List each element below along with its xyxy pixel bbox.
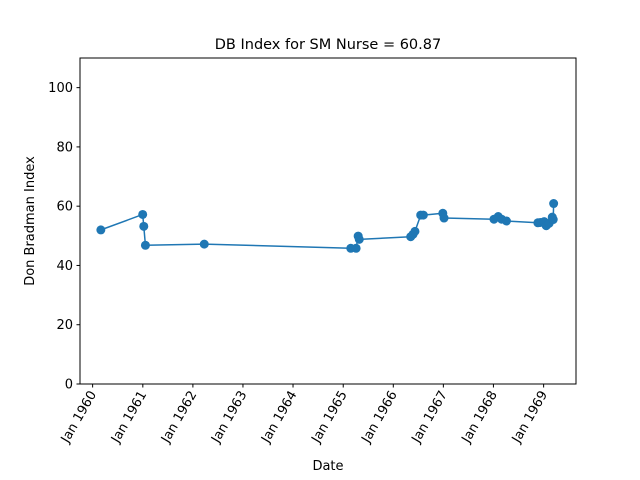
data-point (549, 199, 559, 209)
x-axis-label: Date (312, 459, 343, 474)
y-axis-label: Don Bradman Index (23, 156, 38, 286)
data-point (439, 213, 449, 223)
data-point (138, 209, 148, 219)
data-point (501, 216, 511, 226)
data-point (410, 226, 420, 236)
chart-title: DB Index for SM Nurse = 60.87 (215, 37, 441, 53)
data-point (351, 243, 361, 253)
data-point (139, 221, 149, 231)
y-tick-label: 40 (56, 259, 73, 274)
axes-frame (79, 57, 577, 385)
data-point (354, 234, 364, 244)
data-point (140, 240, 150, 250)
y-tick-label: 100 (48, 81, 73, 96)
data-point (418, 210, 428, 220)
y-tick-label: 80 (56, 140, 73, 155)
data-point (548, 215, 558, 225)
data-point (96, 225, 106, 235)
y-axis: 0 20 40 60 80 100 (48, 81, 80, 393)
y-tick-label: 20 (56, 318, 73, 333)
series-layer (96, 199, 559, 253)
data-point (199, 239, 209, 249)
y-tick-label: 0 (65, 378, 73, 393)
y-tick-label: 60 (56, 200, 73, 215)
